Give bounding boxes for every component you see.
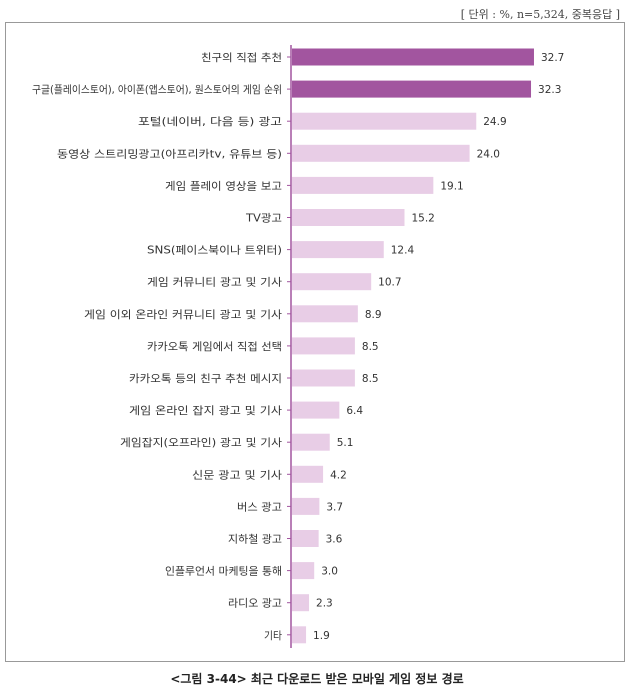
value-label: 24.9 bbox=[483, 116, 506, 128]
bar bbox=[292, 144, 470, 162]
category-label: 게임 이외 온라인 커뮤니티 광고 및 기사 bbox=[84, 308, 282, 321]
bar bbox=[292, 497, 320, 515]
bar bbox=[292, 48, 534, 66]
bar bbox=[292, 594, 310, 612]
chart-frame bbox=[5, 22, 625, 662]
bar bbox=[292, 401, 340, 419]
value-label: 5.1 bbox=[337, 437, 354, 449]
bar bbox=[292, 112, 477, 130]
value-label: 6.4 bbox=[346, 405, 363, 417]
category-label: 친구의 직접 추천 bbox=[201, 52, 282, 64]
category-label: TV광고 bbox=[245, 213, 282, 225]
bar bbox=[292, 562, 315, 580]
value-label: 1.9 bbox=[313, 630, 330, 642]
value-label: 32.7 bbox=[541, 52, 564, 64]
category-label: SNS(페이스북이나 트위터) bbox=[147, 244, 282, 257]
value-label: 8.5 bbox=[362, 373, 379, 385]
category-label: 라디오 광고 bbox=[228, 598, 282, 610]
value-label: 3.6 bbox=[326, 534, 343, 546]
category-label: 지하철 광고 bbox=[228, 533, 282, 546]
value-label: 19.1 bbox=[440, 180, 463, 192]
category-label: 동영상 스트리밍광고(아프리카tv, 유튜브 등) bbox=[57, 148, 282, 160]
category-label: 인플루언서 마케팅을 통해 bbox=[165, 565, 282, 578]
value-label: 15.2 bbox=[411, 213, 434, 225]
value-label: 3.7 bbox=[326, 501, 343, 513]
category-label: 카카오톡 게임에서 직접 선택 bbox=[147, 340, 282, 353]
value-label: 32.3 bbox=[538, 84, 561, 96]
value-label: 4.2 bbox=[330, 469, 347, 481]
bar bbox=[292, 626, 307, 644]
bar bbox=[292, 369, 355, 387]
category-label: 신문 광고 및 기사 bbox=[192, 469, 282, 481]
category-label: 카카오톡 등의 친구 추천 메시지 bbox=[129, 373, 282, 385]
value-label: 24.0 bbox=[477, 148, 500, 160]
bar bbox=[292, 337, 355, 355]
bar-chart: 친구의 직접 추천 32.7 구글(플레이스토어), 아이폰(앱스토어), 원스토어… bbox=[32, 45, 564, 648]
figure-caption: <그림 3-44> 최근 다운로드 받은 모바일 게임 정보 경로 bbox=[170, 672, 464, 686]
value-label: 10.7 bbox=[378, 277, 401, 289]
category-label: 버스 광고 bbox=[237, 501, 282, 513]
value-label: 2.3 bbox=[316, 598, 333, 610]
category-label: 기타 bbox=[264, 630, 282, 642]
unit-note: [ 단위 : %, n=5,324, 중복응답 ] bbox=[460, 8, 620, 21]
bar bbox=[292, 305, 358, 323]
value-label: 8.5 bbox=[362, 341, 379, 353]
bar bbox=[292, 530, 319, 547]
bar bbox=[292, 80, 532, 98]
category-label: 포털(네이버, 다음 등) 광고 bbox=[138, 116, 282, 128]
bar bbox=[292, 241, 384, 259]
bar bbox=[292, 273, 372, 291]
value-label: 12.4 bbox=[391, 245, 415, 257]
category-label: 게임 플레이 영상을 보고 bbox=[165, 179, 282, 192]
bar bbox=[292, 209, 405, 226]
category-label: 게임 커뮤니티 광고 및 기사 bbox=[147, 276, 282, 289]
bar bbox=[292, 176, 434, 194]
value-label: 3.0 bbox=[321, 566, 338, 578]
bar bbox=[292, 465, 324, 483]
category-label: 게임잡지(오프라인) 광고 및 기사 bbox=[120, 436, 282, 449]
category-label: 게임 온라인 잡지 광고 및 기사 bbox=[129, 404, 282, 417]
bar bbox=[292, 433, 330, 451]
category-label: 구글(플레이스토어), 아이폰(앱스토어), 원스토어의 게임 순위 bbox=[32, 83, 282, 96]
value-label: 8.9 bbox=[365, 309, 382, 321]
